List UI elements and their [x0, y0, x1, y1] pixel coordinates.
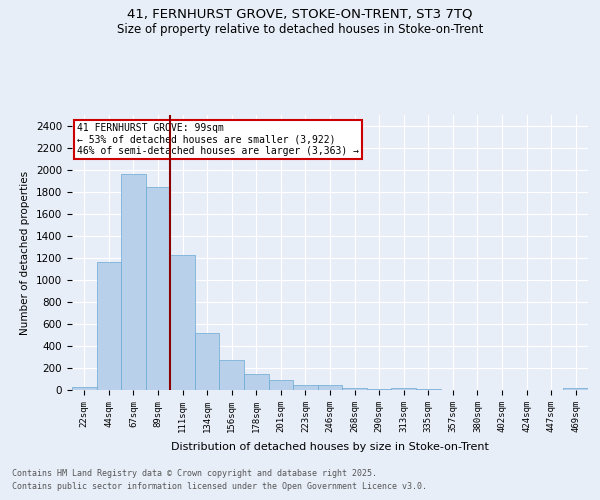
- Bar: [121, 174, 146, 390]
- Text: 41, FERNHURST GROVE, STOKE-ON-TRENT, ST3 7TQ: 41, FERNHURST GROVE, STOKE-ON-TRENT, ST3…: [127, 8, 473, 20]
- Bar: [170, 254, 195, 390]
- Bar: [244, 374, 269, 390]
- Bar: [97, 262, 121, 390]
- Text: 41 FERNHURST GROVE: 99sqm
← 53% of detached houses are smaller (3,922)
46% of se: 41 FERNHURST GROVE: 99sqm ← 53% of detac…: [77, 123, 359, 156]
- Bar: [342, 388, 367, 390]
- Bar: [391, 388, 416, 390]
- Bar: [269, 380, 293, 390]
- Text: Distribution of detached houses by size in Stoke-on-Trent: Distribution of detached houses by size …: [171, 442, 489, 452]
- Text: Contains HM Land Registry data © Crown copyright and database right 2025.: Contains HM Land Registry data © Crown c…: [12, 468, 377, 477]
- Bar: [195, 333, 220, 390]
- Bar: [563, 388, 588, 390]
- Bar: [318, 386, 342, 390]
- Bar: [293, 386, 318, 390]
- Bar: [367, 389, 391, 390]
- Bar: [220, 360, 244, 390]
- Text: Size of property relative to detached houses in Stoke-on-Trent: Size of property relative to detached ho…: [117, 22, 483, 36]
- Text: Contains public sector information licensed under the Open Government Licence v3: Contains public sector information licen…: [12, 482, 427, 491]
- Y-axis label: Number of detached properties: Number of detached properties: [20, 170, 31, 334]
- Bar: [72, 387, 97, 390]
- Bar: [146, 186, 170, 390]
